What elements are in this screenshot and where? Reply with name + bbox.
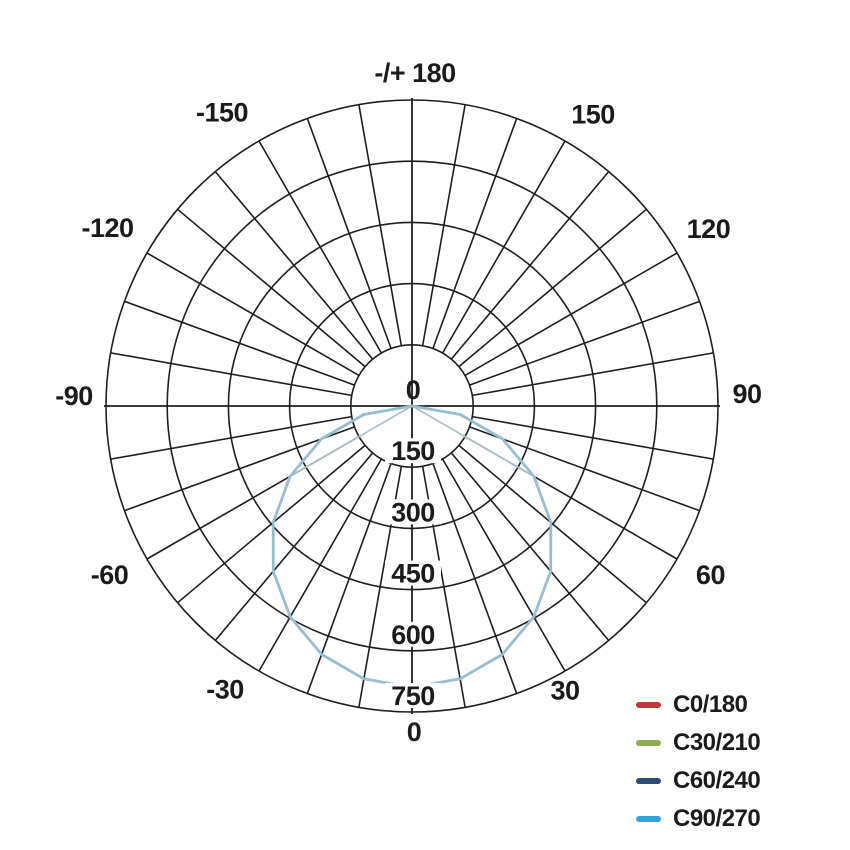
legend-item: C0/180 [636, 686, 760, 724]
radial-tick-label: 300 [391, 497, 435, 527]
radial-tick-label: 0 [406, 375, 421, 405]
legend-label-c60-240: C60/240 [673, 767, 761, 794]
polar-grid-ring [227, 221, 597, 591]
radial-tick-label: 750 [391, 681, 435, 711]
polar-grid-ring [288, 282, 536, 530]
radial-label-mask [385, 560, 441, 586]
angle-tick-label: 30 [550, 675, 579, 705]
radial-label-mask [385, 683, 441, 708]
polar-grid-ring [105, 99, 719, 713]
polar-grid-ring [166, 160, 658, 652]
angle-tick-label: -90 [55, 381, 93, 411]
angle-tick-label: 150 [571, 100, 615, 130]
radial-tick-label: 150 [391, 436, 435, 466]
legend-label-c90-270: C90/270 [673, 805, 761, 832]
legend-swatch-c0-180 [636, 702, 661, 708]
legend-label-c0-180: C0/180 [673, 691, 748, 718]
legend-item: C30/210 [636, 724, 761, 762]
legend-label-c30-210: C30/210 [673, 729, 761, 756]
legend-swatch-c60-240 [636, 778, 661, 784]
radial-tick-label: 600 [391, 620, 435, 650]
legend-swatch-c90-270 [636, 816, 661, 822]
polar-grid-ring [349, 343, 474, 468]
legend: C0/180 C30/210 C60/240 C90/270 [636, 686, 761, 838]
angle-tick-label: 90 [732, 379, 761, 409]
angle-tick-label: -60 [91, 560, 129, 590]
angle-tick-label: 0 [407, 717, 422, 747]
angle-tick-label: -30 [206, 674, 244, 704]
angle-tick-label: -150 [196, 98, 248, 128]
angle-tick-label: -120 [82, 213, 134, 243]
radial-label-mask [385, 499, 441, 525]
legend-item: C60/240 [636, 762, 761, 800]
radial-label-mask [385, 438, 441, 464]
radial-tick-label: 450 [391, 559, 435, 589]
radial-label-mask [385, 621, 441, 647]
angle-tick-label: 60 [696, 560, 725, 590]
legend-item: C90/270 [636, 800, 761, 838]
legend-swatch-c30-210 [636, 740, 661, 746]
angle-tick-label: 120 [687, 214, 731, 244]
angle-tick-label: -/+ 180 [374, 58, 455, 88]
